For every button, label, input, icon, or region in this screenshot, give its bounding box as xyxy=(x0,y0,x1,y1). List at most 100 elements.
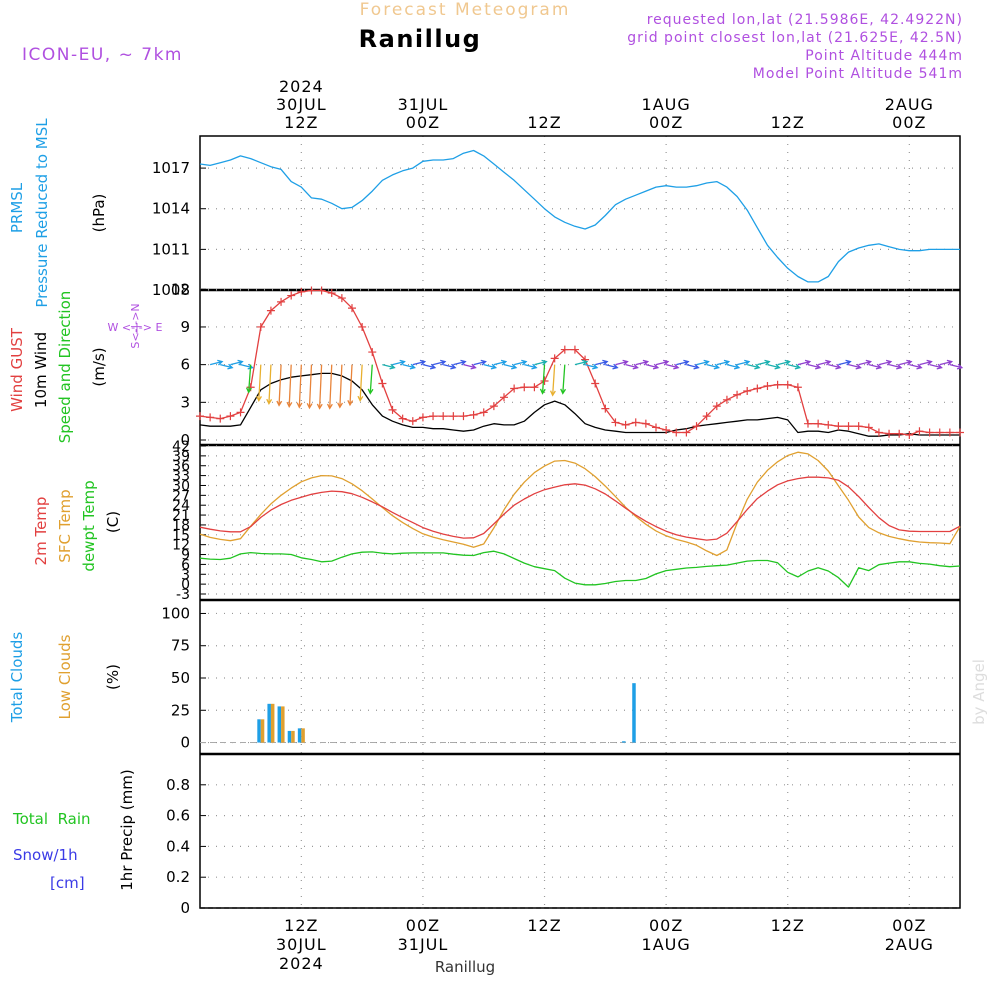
wind-direction-arrow xyxy=(878,359,893,366)
low-clouds-bar xyxy=(281,706,285,743)
total-rain-label: Total Rain xyxy=(12,810,91,828)
y-tick-label: 27 xyxy=(172,488,190,504)
time-label-bottom: 12Z xyxy=(527,916,561,935)
gust-marker xyxy=(408,417,417,426)
gust-marker xyxy=(510,384,519,393)
wind-direction-arrow xyxy=(787,363,802,370)
gust-marker xyxy=(196,412,204,421)
gust-marker xyxy=(560,345,569,354)
total-clouds-bar xyxy=(622,741,626,743)
gust-marker xyxy=(844,422,853,431)
wind-direction-arrow xyxy=(949,363,964,370)
wind-direction-arrow xyxy=(256,364,262,402)
wind-direction-arrow xyxy=(432,359,447,366)
time-label-bottom: 31JUL xyxy=(398,935,449,954)
gust-marker xyxy=(915,427,924,436)
wind-direction-arrow xyxy=(493,359,508,366)
y-tick-label: 0.8 xyxy=(166,776,190,794)
total-clouds-label: Total Clouds xyxy=(8,632,26,724)
gust-marker xyxy=(611,418,620,427)
gust-marker xyxy=(358,322,367,331)
gust-marker xyxy=(763,381,772,390)
gust-marker xyxy=(672,428,681,437)
total-clouds-bar xyxy=(632,683,636,743)
y-tick-label: 75 xyxy=(171,637,190,655)
gust-marker xyxy=(287,291,296,300)
y-tick-label: -3 xyxy=(176,587,190,603)
gust-marker xyxy=(641,419,650,428)
temp-sfc-label: SFC Temp xyxy=(56,489,74,562)
gust-marker xyxy=(925,428,934,437)
total-clouds-bar xyxy=(277,706,282,743)
wind-direction-arrow xyxy=(220,363,234,370)
y-tick-label: 9 xyxy=(181,548,190,564)
gust-marker xyxy=(733,390,742,399)
wind-direction-arrow xyxy=(848,363,862,370)
wind-direction-arrow xyxy=(899,359,913,366)
wind-direction-arrow xyxy=(422,363,437,370)
gust-marker xyxy=(652,423,660,432)
model-altitude: Model Point Altitude 541m xyxy=(753,66,963,82)
gust-marker xyxy=(743,387,752,396)
time-label-bottom: 12Z xyxy=(771,916,805,935)
y-tick-label: 6 xyxy=(181,557,190,573)
pressure-unit: (hPa) xyxy=(90,194,108,233)
y-tick-label: 3 xyxy=(180,393,190,411)
y-tick-label: 21 xyxy=(172,508,190,524)
y-tick-label: 42 xyxy=(172,439,190,455)
wind-direction-arrow xyxy=(337,364,344,409)
wind-direction-arrow xyxy=(736,359,751,366)
wind-direction-arrow xyxy=(726,363,741,370)
gust-marker xyxy=(753,384,762,393)
gust-marker xyxy=(256,322,265,331)
wind-direction-arrow xyxy=(888,363,903,370)
time-label-top: 30JUL xyxy=(276,95,327,114)
y-tick-label: 12 xyxy=(172,538,190,554)
gust-marker xyxy=(327,289,336,298)
gust-marker xyxy=(692,422,701,431)
gust-marker xyxy=(570,345,579,354)
gust-marker xyxy=(621,420,630,429)
gust-marker xyxy=(935,428,944,437)
wind-direction-arrow xyxy=(402,363,416,370)
wind-unit: (m/s) xyxy=(90,347,108,386)
wind-direction-arrow xyxy=(838,359,852,366)
total-clouds-bar xyxy=(267,703,271,743)
wind-direction-arrow xyxy=(266,364,273,405)
credit-watermark: by Angel xyxy=(970,659,988,725)
y-tick-label: 0.6 xyxy=(166,807,190,825)
time-label-top: 00Z xyxy=(406,113,440,132)
wind-compass-ns: S<-|->N xyxy=(129,303,142,348)
wind-direction-arrow xyxy=(473,359,487,366)
gust-marker xyxy=(439,412,448,421)
time-label-bottom: 00Z xyxy=(406,916,440,935)
wind-direction-arrow xyxy=(453,359,467,366)
wind-direction-arrow xyxy=(625,363,639,370)
y-tick-label: 100 xyxy=(161,604,190,622)
wind-direction-arrow xyxy=(367,364,374,395)
wind-direction-arrow xyxy=(645,363,660,370)
gust-marker xyxy=(874,428,883,437)
temp-2m-label: 2m Temp xyxy=(32,497,50,566)
gust-marker xyxy=(307,286,316,295)
precip-panel: 0 0.2 0.4 0.6 0.8 xyxy=(166,776,960,917)
footer-station: Ranillug xyxy=(435,958,495,976)
gust-marker xyxy=(449,412,458,421)
wind-direction-arrow xyxy=(665,363,680,370)
wind-compass-we: W <-|-> E xyxy=(108,321,163,334)
low-clouds-bar xyxy=(291,730,295,743)
wind-direction-arrow xyxy=(276,364,283,407)
wind-direction-arrow xyxy=(357,364,364,402)
gust-marker xyxy=(824,420,833,429)
wind-direction-arrow xyxy=(919,359,933,366)
gust-marker xyxy=(388,405,397,414)
y-tick-label: 1011 xyxy=(152,240,190,258)
wind-direction-arrow xyxy=(868,363,883,370)
y-tick-label: 0 xyxy=(180,734,190,752)
wind-direction-arrow xyxy=(306,364,313,410)
low-clouds-label: Low Clouds xyxy=(56,634,74,719)
y-tick-label: 12 xyxy=(171,280,190,298)
y-tick-label: 3 xyxy=(181,567,190,583)
